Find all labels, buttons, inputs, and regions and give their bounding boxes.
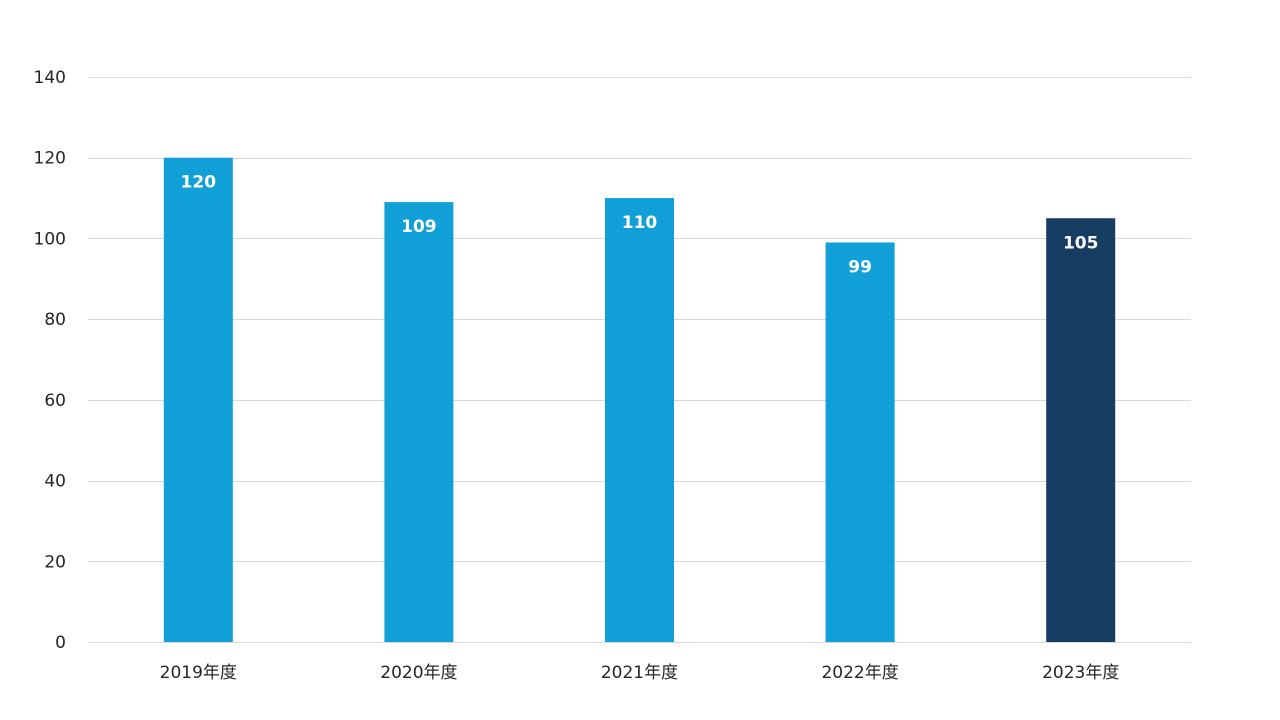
bar-2020年度 — [384, 202, 454, 642]
y-tick-label: 0 — [55, 633, 66, 653]
bars — [163, 157, 1116, 643]
x-category-label: 2022年度 — [821, 663, 898, 683]
bar-2023年度 — [1046, 218, 1116, 642]
bar-2019年度 — [163, 157, 233, 642]
data-labels: 120 109 110 99 105 — [181, 173, 1099, 278]
y-tick-label: 20 — [44, 552, 66, 572]
y-tick-label: 100 — [34, 229, 66, 249]
y-tick-label: 60 — [44, 391, 66, 411]
data-label: 120 — [181, 173, 217, 193]
y-tick-label: 80 — [44, 310, 66, 330]
x-category-label: 2023年度 — [1042, 663, 1119, 683]
bar-2021年度 — [605, 198, 674, 643]
y-tick-label: 120 — [34, 149, 66, 169]
y-tick-label: 40 — [44, 472, 66, 492]
data-label: 99 — [848, 257, 872, 277]
data-label: 109 — [401, 217, 437, 237]
x-category-label: 2020年度 — [380, 663, 457, 683]
x-axis-category-labels: 2019年度 2020年度 2021年度 2022年度 2023年度 — [160, 663, 1120, 683]
y-axis-tick-labels: 0 20 40 60 80 100 120 140 — [34, 68, 66, 653]
bar-2022年度 — [825, 242, 895, 642]
x-category-label: 2021年度 — [601, 663, 678, 683]
x-category-label: 2019年度 — [160, 663, 237, 683]
data-label: 105 — [1063, 233, 1099, 253]
data-label: 110 — [622, 213, 658, 233]
y-tick-label: 140 — [34, 68, 66, 88]
